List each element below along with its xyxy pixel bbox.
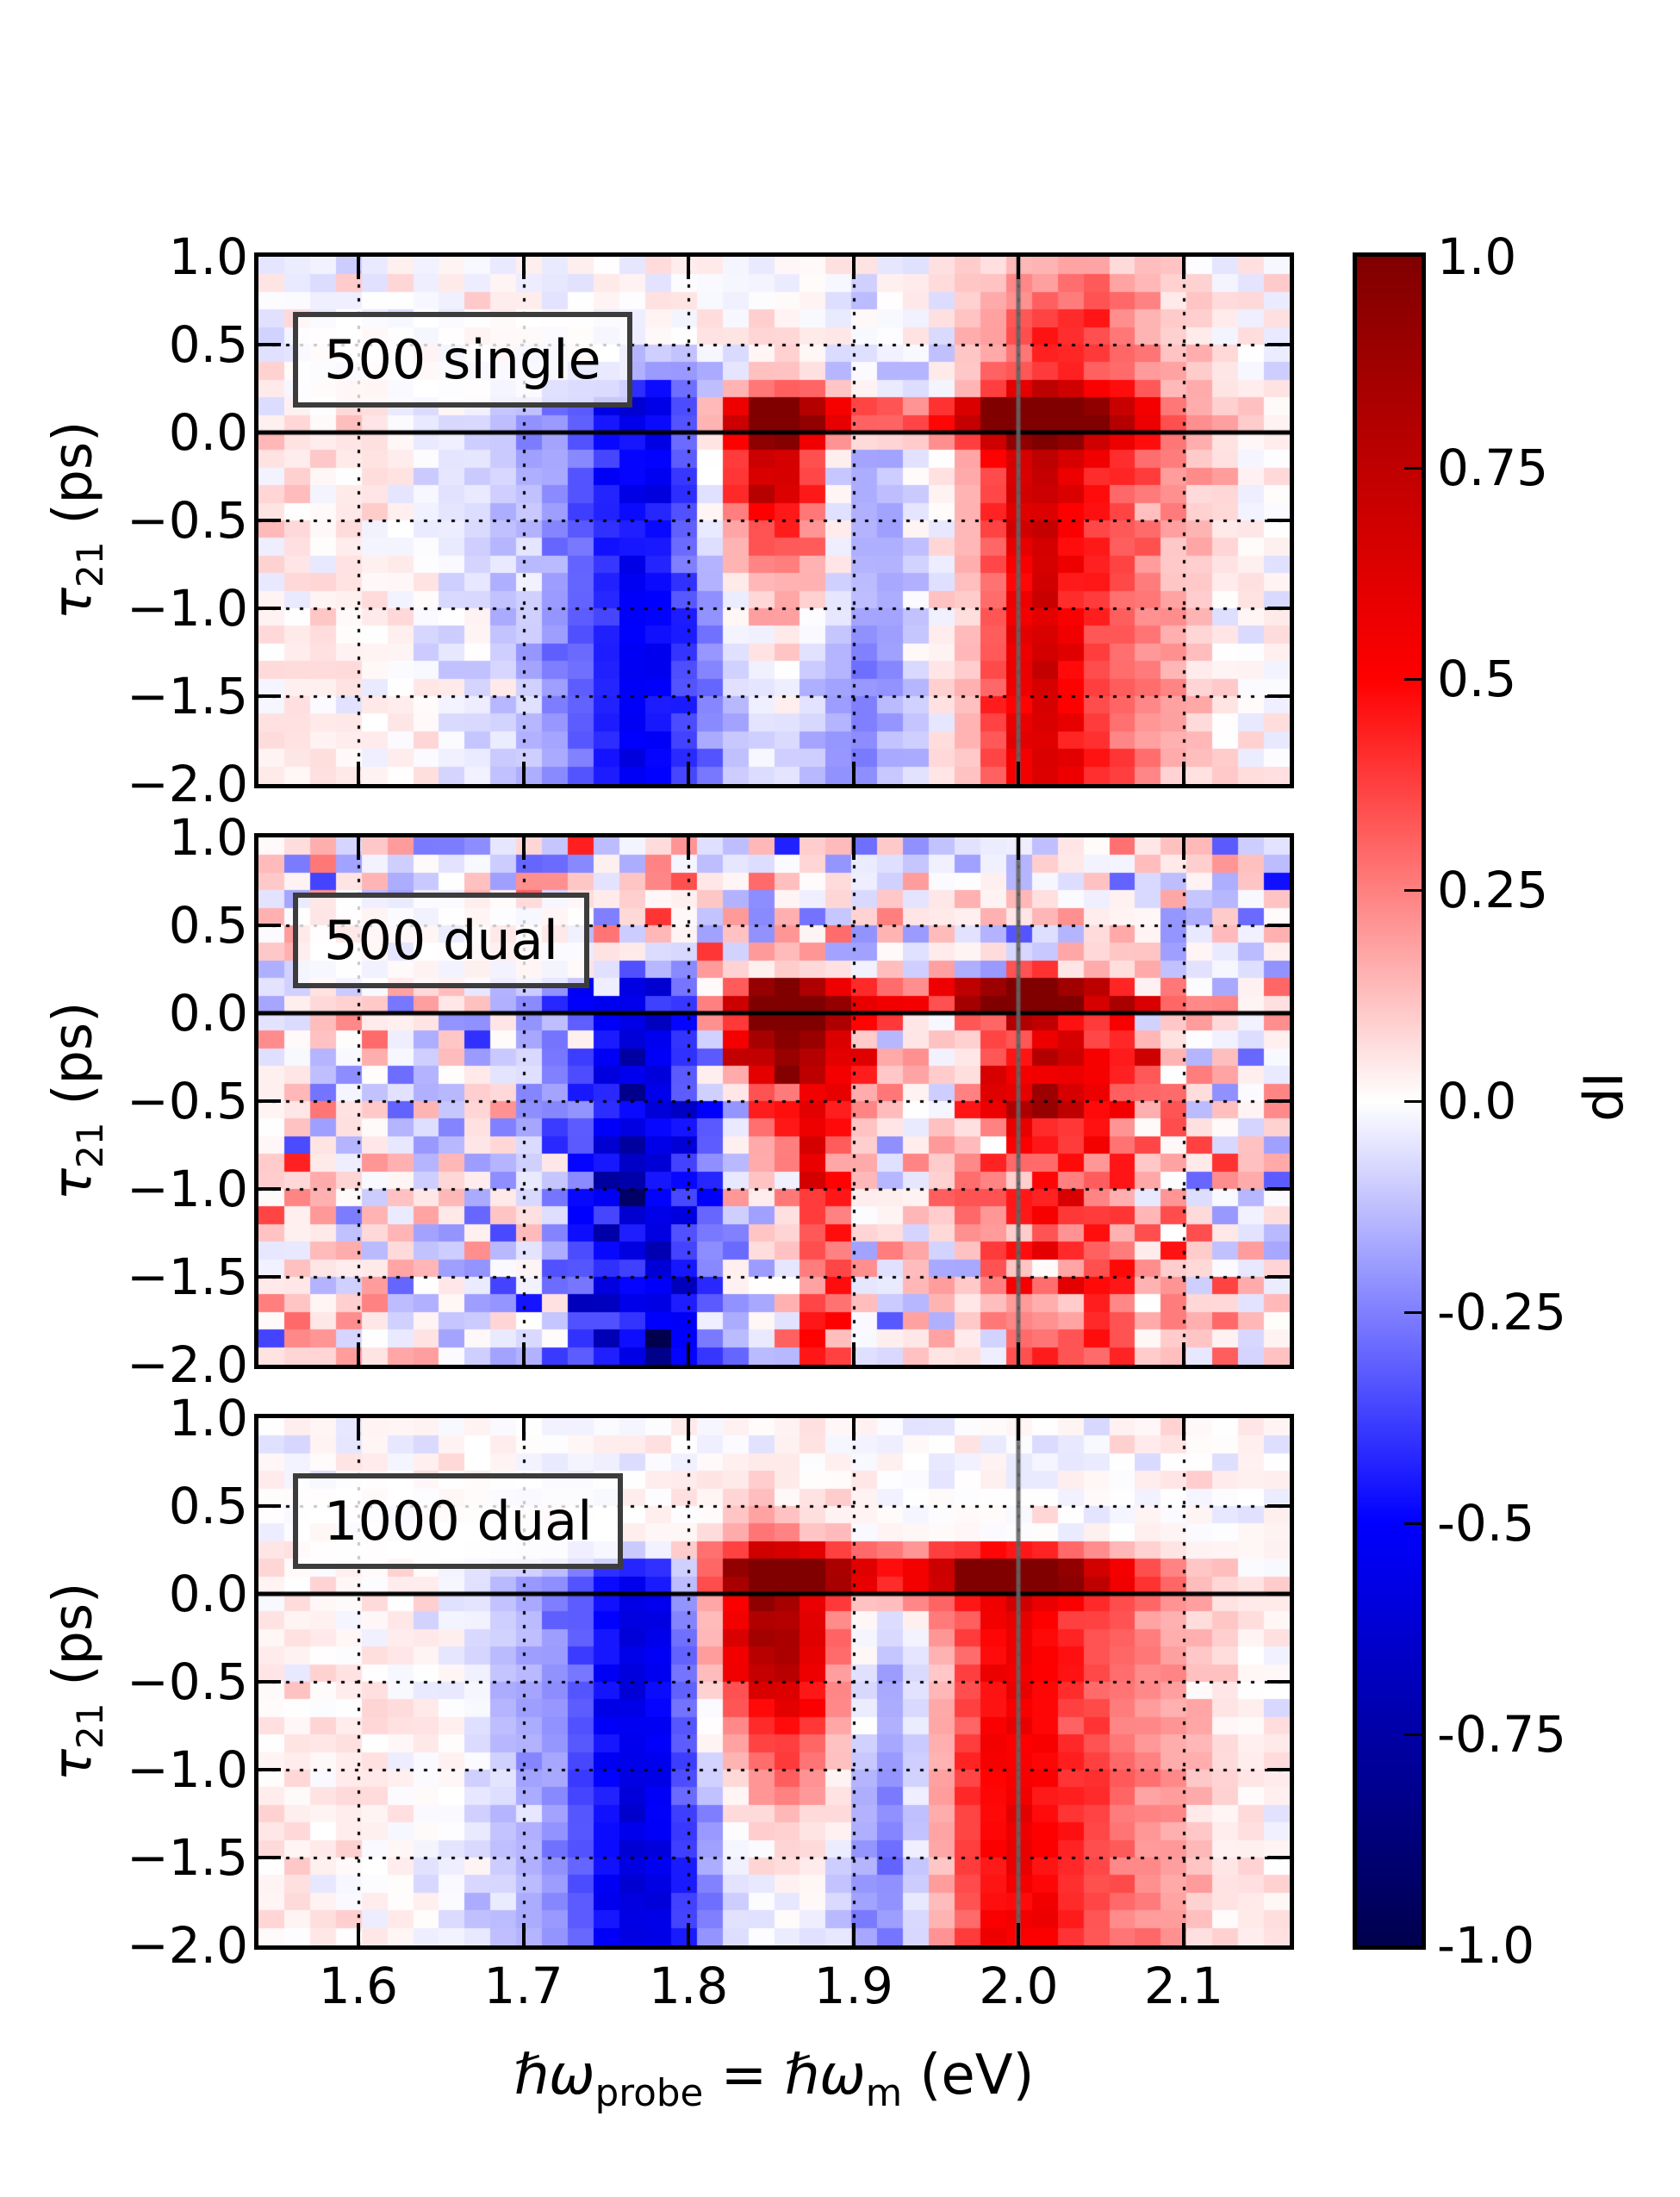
y-tick-label: −2.0 [127,1916,248,1975]
x-tick-label: 2.1 [1143,1957,1224,2015]
panel-label-box: 500 single [293,312,632,408]
y-tick-label: 0.0 [168,984,248,1042]
y-tick-label: −2.0 [127,755,248,813]
heatmap-panel-500-dual: 500 dual [254,833,1294,1369]
x-tick-label: 1.8 [649,1957,729,2015]
x-tick-label: 2.0 [979,1957,1059,2015]
colorbar-tick-label: -0.5 [1437,1494,1535,1553]
colorbar-tick-label: -0.75 [1437,1705,1567,1764]
y-tick-label: 0.5 [168,1477,248,1535]
y-tick-label: 1.0 [168,227,248,286]
x-tick-label: 1.7 [483,1957,563,2015]
colorbar [1353,252,1426,1950]
colorbar-canvas [1357,257,1422,1945]
y-tick-label: −1.5 [127,1248,248,1306]
x-axis-label: ℏωprobe = ℏωm (eV) [513,2044,1035,2115]
y-tick-label: −1.0 [127,579,248,638]
panel-label-box: 500 dual [293,893,589,989]
y-tick-label: −2.0 [127,1335,248,1394]
panel-label-box: 1000 dual [293,1473,624,1570]
colorbar-tick-label: 0.25 [1437,861,1549,919]
colorbar-tick-label: 0.75 [1437,439,1549,497]
y-tick-label: −1.0 [127,1160,248,1218]
x-tick-label: 1.9 [813,1957,893,2015]
y-tick-label: 1.0 [168,808,248,867]
colorbar-tick-label: -1.0 [1437,1916,1535,1975]
y-tick-label: 1.0 [168,1389,248,1447]
colorbar-tick-label: 0.0 [1437,1072,1517,1130]
panel-label: 500 dual [324,909,558,972]
colorbar-label: dI [1572,1072,1635,1122]
y-tick-label: −0.5 [127,1072,248,1130]
heatmap-panel-500-single: 500 single [254,252,1294,788]
y-tick-label: −1.5 [127,667,248,725]
heatmap-panel-1000-dual: 1000 dual [254,1414,1294,1950]
colorbar-tick-label: 1.0 [1437,227,1517,286]
y-tick-label: 0.0 [168,1565,248,1623]
y-tick-label: −1.0 [127,1740,248,1799]
colorbar-tick-label: -0.25 [1437,1283,1567,1341]
y-tick-label: 0.5 [168,315,248,374]
colorbar-tick-label: 0.5 [1437,650,1517,708]
y-tick-label: −0.5 [127,491,248,550]
panel-label: 500 single [324,328,601,391]
panel-label: 1000 dual [324,1490,593,1553]
y-tick-label: 0.0 [168,403,248,462]
y-tick-label: −0.5 [127,1652,248,1711]
x-tick-label: 1.6 [318,1957,399,2015]
y-tick-label: 0.5 [168,896,248,955]
y-tick-label: −1.5 [127,1828,248,1887]
